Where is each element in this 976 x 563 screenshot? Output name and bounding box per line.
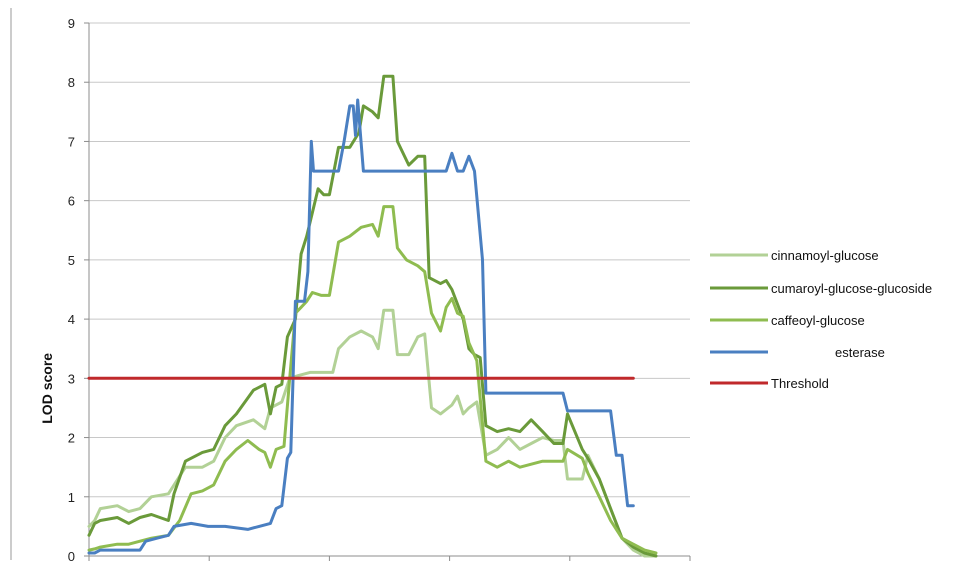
y-tick-label: 6 (68, 194, 75, 209)
y-tick-label: 5 (68, 253, 75, 268)
series-line-caffeoyl-glucose (87, 205, 658, 555)
series-line-esterase (87, 98, 635, 555)
legend-label-cumaroyl-glucose-glucoside: cumaroyl-glucose-glucoside (771, 281, 932, 296)
gridlines (89, 22, 690, 498)
y-tick-label: 0 (68, 549, 75, 563)
legend: cinnamoyl-glucose cumaroyl-glucose-glucos… (710, 248, 932, 391)
legend-label-threshold: Threshold (771, 376, 829, 391)
y-axis-label: LOD score (39, 353, 55, 424)
y-tick-label: 1 (68, 490, 75, 505)
series-line-cumaroyl-glucose-glucoside (87, 74, 658, 558)
legend-label-caffeoyl-glucose: caffeoyl-glucose (771, 313, 865, 328)
axes (84, 22, 691, 561)
series-line-cinnamoyl-glucose (87, 308, 658, 558)
y-tick-labels: 0 1 2 3 4 5 6 7 8 9 (68, 16, 75, 563)
y-tick-label: 4 (68, 312, 75, 327)
y-tick-label: 8 (68, 75, 75, 90)
y-tick-label: 2 (68, 431, 75, 446)
y-tick-label: 7 (68, 134, 75, 149)
legend-label-esterase: esterase (835, 345, 885, 360)
legend-label-cinnamoyl-glucose: cinnamoyl-glucose (771, 248, 879, 263)
series-lines (87, 74, 658, 558)
y-tick-label: 9 (68, 16, 75, 31)
y-tick-label: 3 (68, 371, 75, 386)
